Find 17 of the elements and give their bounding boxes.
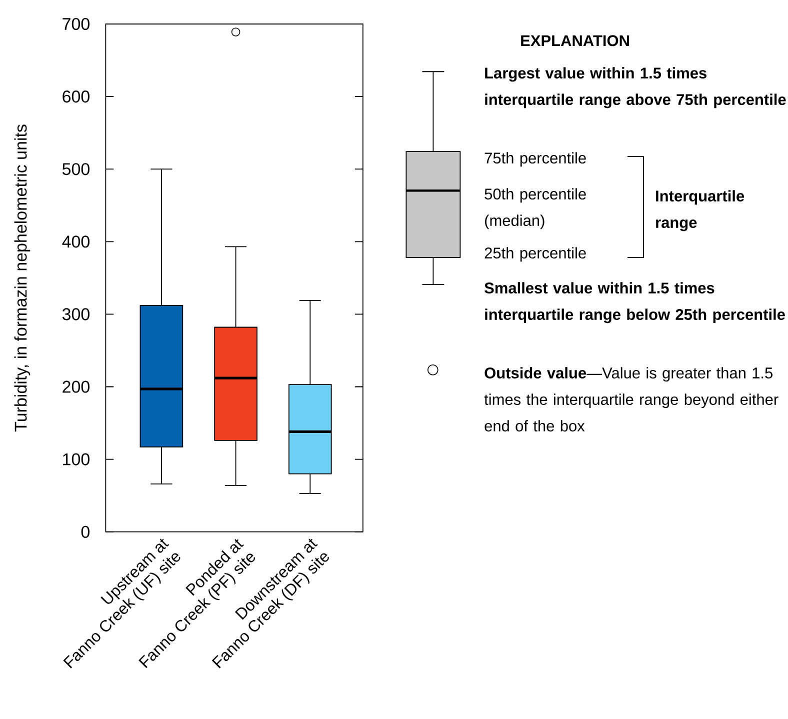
y-tick-label: 400 (62, 236, 90, 248)
y-tick-label: 600 (62, 90, 90, 103)
y-tick-label: 0 (81, 526, 90, 538)
y-tick-label: 300 (62, 308, 90, 320)
text: 25th percentile (484, 247, 586, 262)
text: Largest value within 1.5 times interquartile range above 75th percentile (485, 67, 786, 108)
y-tick-label: 700 (62, 18, 90, 30)
text: Interquartile range (656, 190, 744, 232)
y-axis-title: Turbidity, in formazin nephelometric units (14, 124, 30, 432)
y-tick-label: 500 (62, 163, 90, 176)
text: Smallest value within 1.5 times interquartile range below 25th percentile (484, 282, 785, 324)
text: 75th percentile (484, 152, 586, 167)
y-tick-label: 100 (63, 453, 90, 466)
y-tick-label: 200 (62, 380, 90, 393)
text: 50th percentile (median) (484, 188, 586, 230)
text: Outside value—Value is greater than 1.5 times the interquartile range beyond either end of the box (484, 367, 778, 432)
text: EXPLANATION (521, 35, 629, 46)
